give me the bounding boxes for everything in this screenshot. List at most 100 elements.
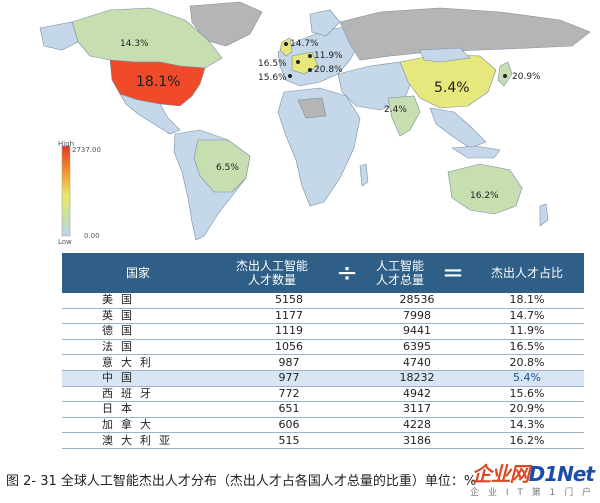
dot-es bbox=[288, 74, 292, 78]
cell-total-talent: 28536 bbox=[364, 293, 470, 309]
legend-max-label: 2737.00 bbox=[72, 146, 101, 154]
region-brazil bbox=[193, 139, 251, 193]
table-row: 德国 1119 9441 11.9% bbox=[62, 323, 584, 340]
cell-top-talent: 1177 bbox=[214, 308, 364, 325]
table-row: 意大利 987 4740 20.8% bbox=[62, 354, 584, 371]
cell-top-talent: 977 bbox=[214, 370, 364, 387]
header-total-talent: 人工智能 人才总量 bbox=[364, 253, 436, 293]
cell-total-talent: 4228 bbox=[364, 417, 470, 434]
cell-country: 日本 bbox=[62, 401, 214, 418]
cell-ratio: 14.3% bbox=[470, 417, 584, 434]
region-scandinavia bbox=[309, 9, 341, 37]
cell-country: 法国 bbox=[62, 339, 214, 356]
cell-total-talent: 3186 bbox=[364, 432, 470, 449]
map-label-au: 16.2% bbox=[470, 191, 499, 201]
watermark-main: 企业网D1Net bbox=[471, 462, 595, 486]
region-new-zealand bbox=[539, 203, 549, 227]
cell-top-talent: 987 bbox=[214, 354, 364, 371]
region-greenland bbox=[189, 1, 263, 47]
table-row: 西班牙 772 4942 15.6% bbox=[62, 386, 584, 403]
cell-ratio: 16.2% bbox=[470, 432, 584, 449]
map-label-cn: 5.4% bbox=[434, 80, 470, 96]
cell-top-talent: 515 bbox=[214, 432, 364, 449]
header-ratio: 杰出人才占比 bbox=[470, 253, 584, 293]
header-top-talent-text: 杰出人工智能 人才数量 bbox=[235, 259, 308, 287]
region-mongolia bbox=[419, 47, 471, 63]
cell-ratio: 5.4% bbox=[470, 370, 584, 387]
header-country: 国家 bbox=[62, 253, 214, 293]
dot-uk bbox=[284, 42, 288, 46]
map-label-de: 11.9% bbox=[314, 51, 343, 61]
region-alaska bbox=[39, 21, 79, 51]
map-label-uk: 14.7% bbox=[290, 39, 319, 49]
world-map-svg: 18.1% 14.3% 14.7% 16.5% 15.6% 11.9% 20.8… bbox=[39, 1, 591, 241]
region-russia bbox=[339, 7, 591, 61]
region-mexico bbox=[119, 93, 181, 135]
dot-jp bbox=[503, 74, 507, 78]
cell-total-talent: 6395 bbox=[364, 339, 470, 356]
figure-caption: 图 2- 31 全球人工智能杰出人才分布（杰出人才占各国人才总量的比重）单位：% bbox=[6, 474, 477, 489]
map-label-fr: 16.5% bbox=[258, 59, 287, 69]
cell-ratio: 11.9% bbox=[470, 323, 584, 340]
region-indonesia bbox=[451, 145, 501, 159]
cell-total-talent: 18232 bbox=[364, 370, 470, 387]
table-row: 中国 977 18232 5.4% bbox=[62, 370, 584, 387]
cell-total-talent: 9441 bbox=[364, 323, 470, 340]
header-divide-symbol: ÷ bbox=[330, 253, 364, 293]
region-southeast-asia bbox=[429, 107, 487, 149]
talent-table-container: 国家 杰出人工智能 人才数量 ÷ 人工智能 人才总量 = 杰出人才占比 美国 5158… bbox=[62, 253, 584, 449]
cell-ratio: 20.8% bbox=[470, 354, 584, 371]
table-row: 美国 5158 28536 18.1% bbox=[62, 293, 584, 309]
cell-ratio: 15.6% bbox=[470, 386, 584, 403]
legend-low-label: Low bbox=[58, 238, 72, 246]
header-total-talent-text: 人工智能 人才总量 bbox=[375, 259, 424, 287]
cell-total-talent: 3117 bbox=[364, 401, 470, 418]
region-australia bbox=[447, 163, 523, 215]
region-africa-na bbox=[297, 97, 327, 119]
cell-top-talent: 1119 bbox=[214, 323, 364, 340]
cell-country: 澳大利亚 bbox=[62, 432, 214, 449]
legend-min-label: 0.00 bbox=[84, 232, 100, 240]
region-madagascar bbox=[359, 163, 369, 187]
table-body: 美国 5158 28536 18.1% 英国 1177 7998 14.7% 德国 1119 944… bbox=[62, 293, 584, 449]
map-label-br: 6.5% bbox=[216, 163, 239, 173]
header-equals-symbol: = bbox=[436, 253, 470, 293]
region-uk bbox=[279, 37, 293, 57]
cell-ratio: 16.5% bbox=[470, 339, 584, 356]
map-label-ca: 14.3% bbox=[120, 39, 149, 49]
table-header-row: 国家 杰出人工智能 人才数量 ÷ 人工智能 人才总量 = 杰出人才占比 bbox=[62, 253, 584, 293]
map-label-jp: 20.9% bbox=[512, 72, 541, 82]
legend-gradient-bar bbox=[61, 145, 71, 237]
cell-country: 英国 bbox=[62, 308, 214, 325]
cell-top-talent: 1056 bbox=[214, 339, 364, 356]
cell-ratio: 18.1% bbox=[470, 293, 584, 309]
cell-top-talent: 651 bbox=[214, 401, 364, 418]
cell-country: 美国 bbox=[62, 293, 214, 309]
cell-top-talent: 772 bbox=[214, 386, 364, 403]
map-label-us: 18.1% bbox=[136, 74, 180, 90]
cell-total-talent: 4942 bbox=[364, 386, 470, 403]
cell-country: 西班牙 bbox=[62, 386, 214, 403]
table-row: 加拿大 606 4228 14.3% bbox=[62, 417, 584, 434]
world-map: 18.1% 14.3% 14.7% 16.5% 15.6% 11.9% 20.8… bbox=[39, 1, 591, 246]
cell-ratio: 20.9% bbox=[470, 401, 584, 418]
dot-it bbox=[308, 68, 312, 72]
watermark-logo: 企业网D1Net 企 业 I T 第 1 门 户 bbox=[470, 458, 595, 498]
cell-country: 意大利 bbox=[62, 354, 214, 371]
map-label-in: 2.4% bbox=[384, 105, 407, 115]
cell-total-talent: 4740 bbox=[364, 354, 470, 371]
cell-country: 加拿大 bbox=[62, 417, 214, 434]
cell-country: 中国 bbox=[62, 370, 214, 387]
region-africa bbox=[277, 87, 361, 207]
map-label-it: 20.8% bbox=[314, 65, 343, 75]
region-india bbox=[387, 95, 421, 137]
table-row: 日本 651 3117 20.9% bbox=[62, 401, 584, 418]
cell-top-talent: 606 bbox=[214, 417, 364, 434]
watermark-sub: 企 业 I T 第 1 门 户 bbox=[470, 488, 594, 498]
table-row: 澳大利亚 515 3186 16.2% bbox=[62, 432, 584, 449]
cell-ratio: 14.7% bbox=[470, 308, 584, 325]
cell-total-talent: 7998 bbox=[364, 308, 470, 325]
talent-table: 国家 杰出人工智能 人才数量 ÷ 人工智能 人才总量 = 杰出人才占比 美国 5158… bbox=[62, 253, 584, 449]
cell-country: 德国 bbox=[62, 323, 214, 340]
cell-top-talent: 5158 bbox=[214, 293, 364, 309]
